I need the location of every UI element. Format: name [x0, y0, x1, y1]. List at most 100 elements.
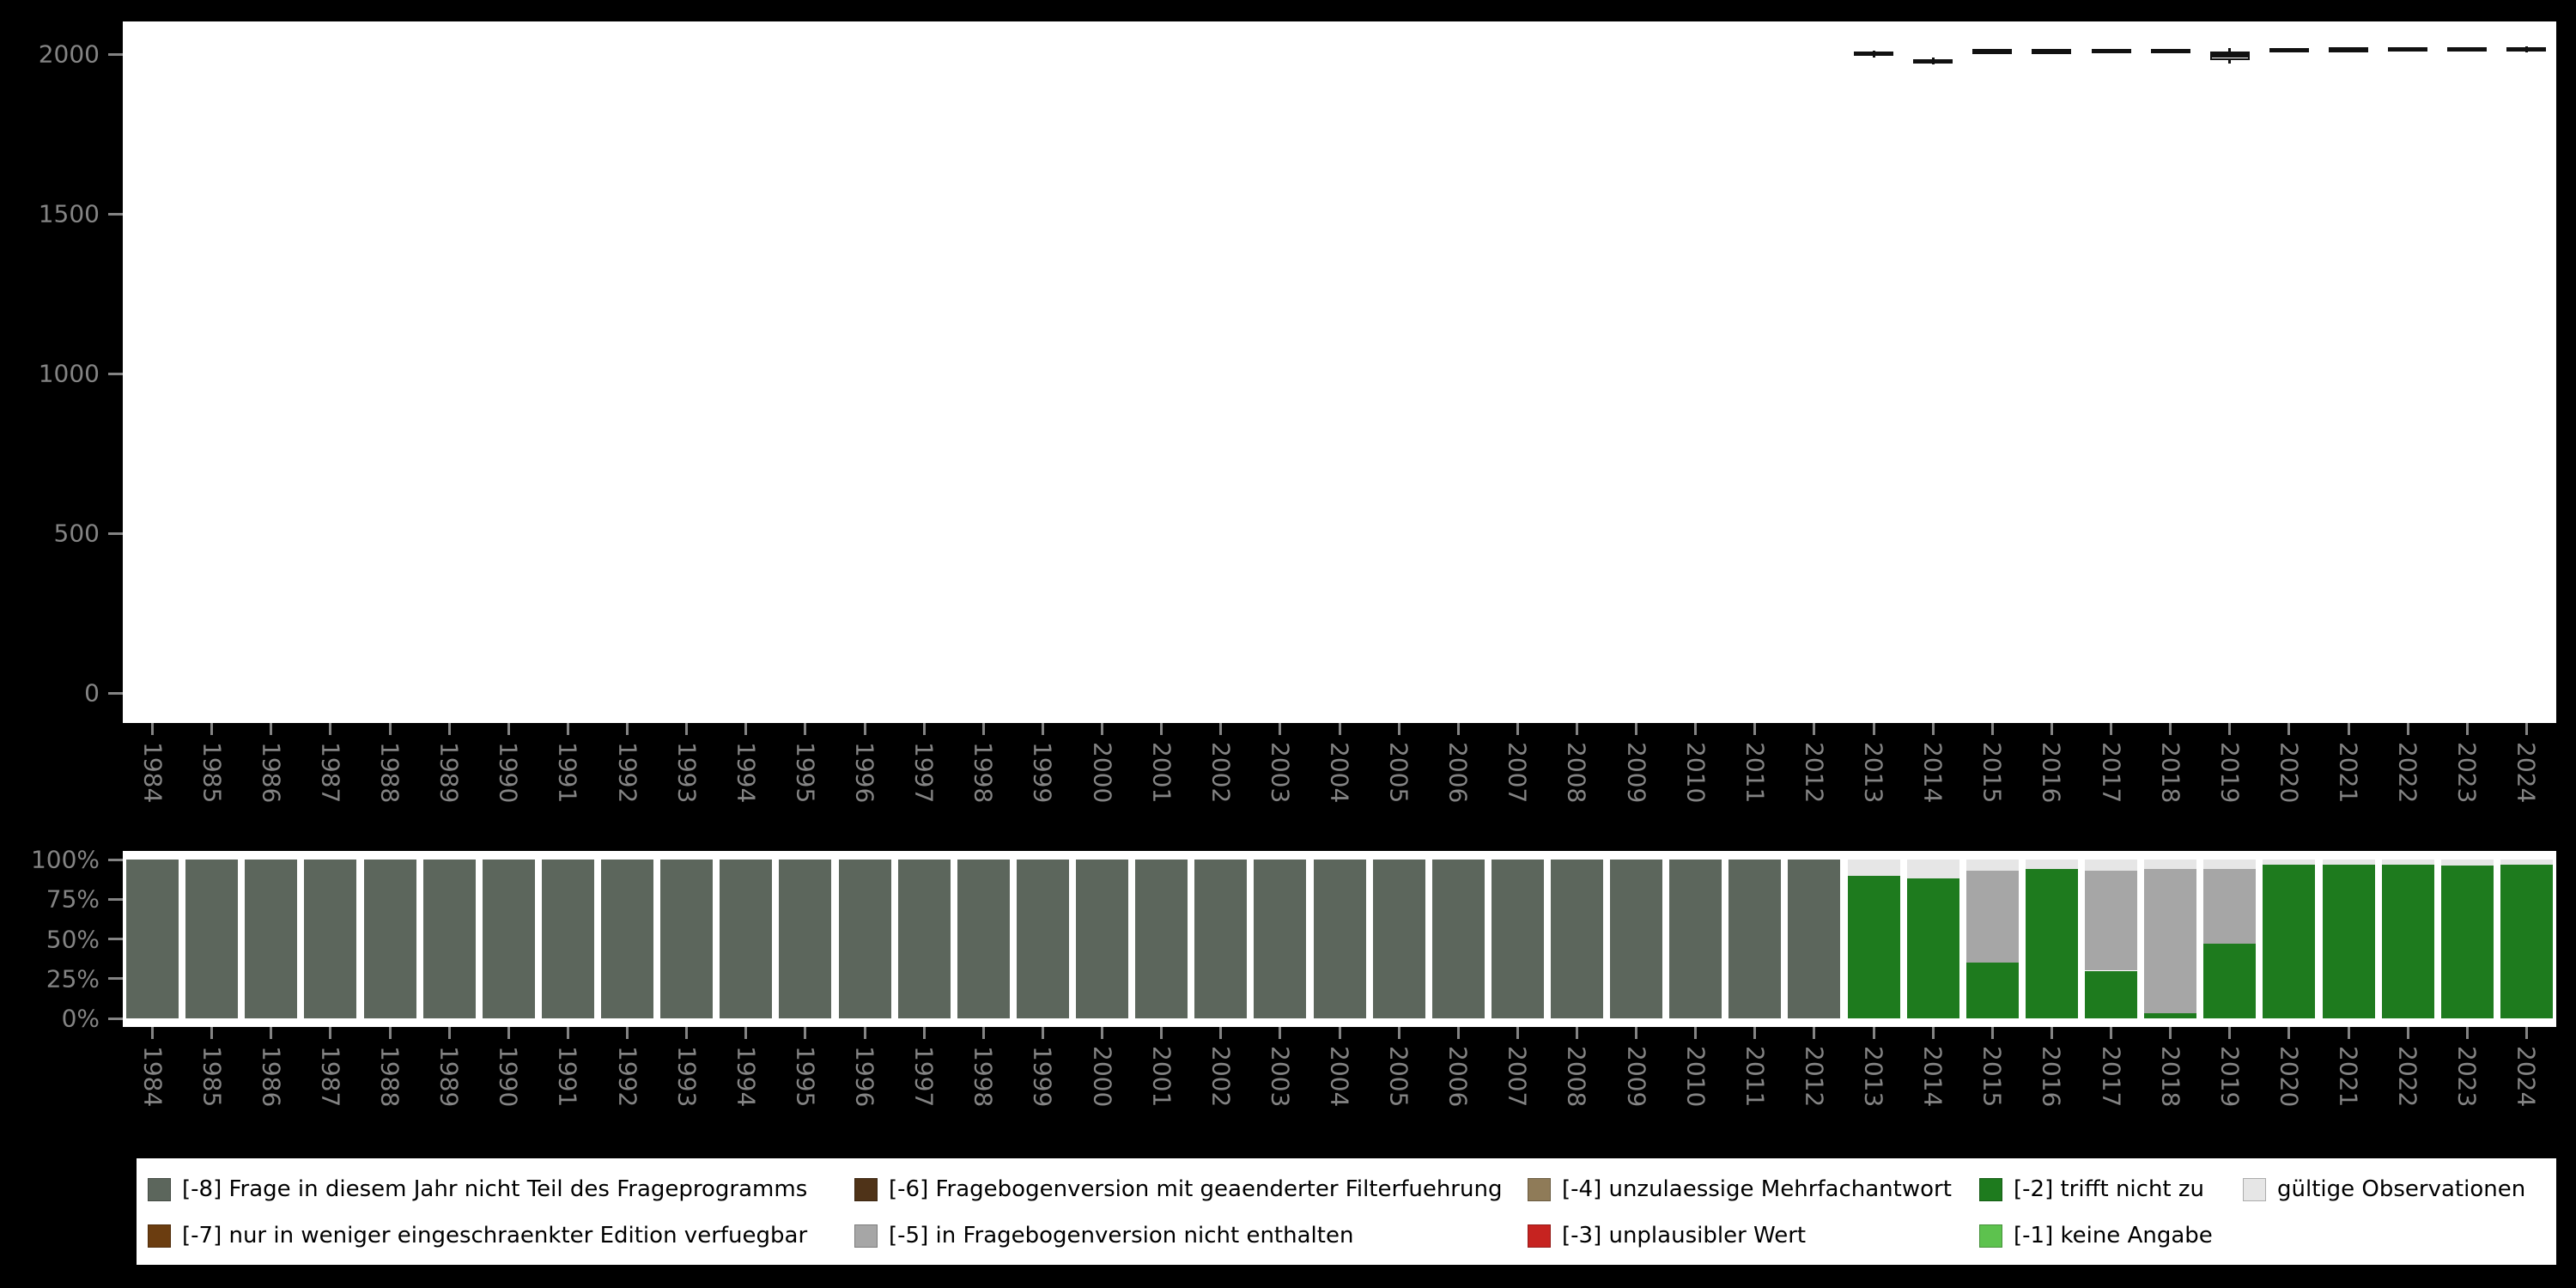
x-tick-label-text: 2006 — [1443, 1046, 1473, 1108]
boxplot-median — [2032, 49, 2072, 54]
legend-item: [-5] in Fragebogenversion nicht enthalte… — [854, 1218, 1353, 1253]
x-tick-label-text: 2011 — [1741, 1046, 1770, 1108]
stacked-bar-segment — [126, 860, 179, 1018]
stacked-bar-segment — [1906, 878, 1959, 1018]
x-tick-label-text: 2005 — [1384, 1046, 1413, 1108]
x-tick-label-text: 1999 — [1028, 1046, 1057, 1108]
x-axis-tick — [2050, 723, 2053, 735]
x-axis-tick — [626, 723, 629, 735]
x-tick-label-text: 2021 — [2334, 1046, 2363, 1108]
x-tick-label-text: 2010 — [1681, 1046, 1710, 1108]
x-axis-tick — [2406, 723, 2409, 735]
x-tick-label-text: 2011 — [1741, 742, 1770, 804]
x-axis-tick — [1219, 723, 1223, 735]
x-tick-label-text: 2015 — [1978, 1046, 2007, 1108]
x-axis-tick — [2110, 723, 2113, 735]
x-tick-label-text: 1988 — [375, 1046, 404, 1108]
x-axis-tick — [1397, 723, 1400, 735]
y-tick-label: 50% — [46, 925, 100, 953]
legend-label: gültige Observationen — [2277, 1176, 2526, 1202]
legend-item: [-4] unzulaessige Mehrfachantwort — [1528, 1172, 1952, 1206]
x-tick-label-text: 2018 — [2156, 1046, 2185, 1108]
y-axis-tick — [108, 52, 123, 56]
x-tick-label-text: 2009 — [1622, 1046, 1651, 1108]
x-tick-label-text: 1994 — [732, 1046, 761, 1108]
stacked-bar-segment — [1194, 860, 1248, 1018]
boxplot-median — [2506, 46, 2547, 52]
boxplot-median — [2388, 46, 2428, 52]
x-axis-tick — [2050, 1027, 2053, 1039]
stacked-bar-segment — [2440, 866, 2494, 1018]
stacked-bar-segment — [2500, 864, 2553, 1018]
x-tick-label-text: 2017 — [2097, 742, 2126, 804]
x-tick-label-text: 1990 — [494, 742, 523, 804]
x-tick-label-text: 1992 — [613, 742, 642, 804]
y-tick-label: 500 — [53, 519, 100, 548]
stacked-bar-segment — [541, 860, 594, 1018]
x-axis-tick — [922, 723, 926, 735]
legend-label: [-6] Fragebogenversion mit geaenderter F… — [889, 1176, 1503, 1202]
legend-label: [-8] Frage in diesem Jahr nicht Teil des… — [182, 1176, 808, 1202]
x-axis-tick — [1575, 1027, 1578, 1039]
x-axis-tick — [329, 1027, 332, 1039]
stacked-bar-segment — [1313, 860, 1366, 1018]
stacked-bar-segment — [304, 860, 357, 1018]
stacked-bar-segment — [1372, 860, 1425, 1018]
y-axis-tick — [108, 532, 123, 535]
x-axis-tick — [1279, 1027, 1282, 1039]
stacked-bar-segment — [2085, 860, 2138, 871]
stacked-bar-segment — [2025, 869, 2078, 1018]
y-axis-tick — [108, 858, 123, 861]
x-tick-label-text: 1985 — [197, 742, 227, 804]
x-axis-tick — [2465, 723, 2469, 735]
top-chart-plot-area — [123, 21, 2556, 723]
x-axis-tick — [1041, 723, 1044, 735]
legend-swatch — [2243, 1177, 2266, 1201]
x-axis-tick — [804, 723, 807, 735]
stacked-bar-segment — [1965, 870, 2019, 963]
x-tick-label-text: 1986 — [257, 1046, 286, 1108]
boxplot-median — [2329, 47, 2369, 52]
y-tick-label: 0% — [61, 1004, 100, 1033]
x-tick-label-text: 1995 — [791, 742, 820, 804]
x-tick-label-text: 2001 — [1147, 742, 1176, 804]
x-tick-label-text: 1999 — [1028, 742, 1057, 804]
x-tick-label-text: 1991 — [553, 742, 582, 804]
stacked-bar-segment — [897, 860, 951, 1018]
stacked-bar-segment — [1016, 860, 1069, 1018]
stacked-bar-segment — [2381, 864, 2434, 1018]
stacked-bar-segment — [363, 860, 416, 1018]
y-axis-tick — [108, 897, 123, 901]
y-tick-label: 1000 — [38, 359, 100, 388]
boxplot-median — [1854, 52, 1894, 57]
y-tick-label: 1500 — [38, 199, 100, 228]
stacked-bar-segment — [2381, 860, 2434, 865]
x-tick-label-text: 2002 — [1206, 742, 1236, 804]
x-tick-label-text: 1993 — [672, 742, 702, 804]
x-tick-label-text: 2024 — [2512, 742, 2541, 804]
legend-swatch — [854, 1224, 878, 1248]
x-axis-tick — [2524, 1027, 2528, 1039]
x-axis-tick — [566, 723, 569, 735]
y-tick-label: 2000 — [38, 39, 100, 69]
legend-item: [-8] Frage in diesem Jahr nicht Teil des… — [148, 1172, 807, 1206]
x-axis-tick — [2228, 723, 2232, 735]
x-tick-label-text: 1986 — [257, 742, 286, 804]
x-axis-tick — [1397, 1027, 1400, 1039]
stacked-bar-segment — [2085, 870, 2138, 971]
legend-item: [-3] unplausibler Wert — [1528, 1218, 1806, 1253]
x-tick-label-text: 1996 — [850, 742, 879, 804]
x-tick-label-text: 2019 — [2215, 742, 2245, 804]
stacked-bar-segment — [779, 860, 832, 1018]
x-tick-label-text: 2017 — [2097, 1046, 2126, 1108]
x-axis-tick — [744, 1027, 748, 1039]
legend-label: [-5] in Fragebogenversion nicht enthalte… — [889, 1223, 1354, 1249]
x-axis-tick — [1279, 723, 1282, 735]
x-tick-label-text: 2000 — [1088, 742, 1116, 804]
legend-swatch — [1528, 1224, 1551, 1248]
x-axis-tick — [2169, 723, 2172, 735]
stacked-bar-segment — [2203, 944, 2257, 1018]
boxplot-median — [2150, 48, 2190, 53]
stacked-bar-segment — [1550, 860, 1603, 1018]
x-axis-tick — [210, 723, 214, 735]
